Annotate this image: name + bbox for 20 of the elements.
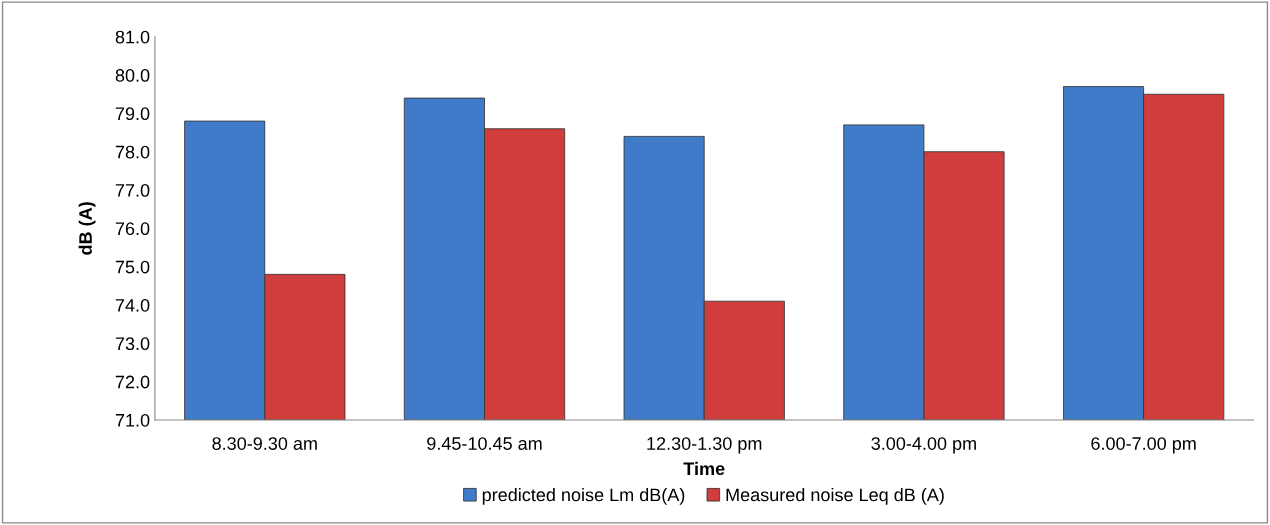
x-tick-label: 8.30-9.30 am bbox=[212, 437, 317, 450]
y-tick-label: 74.0 bbox=[115, 298, 150, 312]
y-axis-title: dB (A) bbox=[78, 202, 96, 255]
y-tick-label: 81.0 bbox=[115, 30, 150, 44]
x-axis-title: Time bbox=[683, 461, 725, 476]
y-tick-label: 76.0 bbox=[115, 222, 150, 236]
y-tick-label: 79.0 bbox=[115, 107, 150, 121]
y-tick-label: 80.0 bbox=[115, 69, 150, 82]
y-tick-label: 78.0 bbox=[115, 145, 150, 159]
x-tick-label: 9.45-10.45 am bbox=[427, 437, 542, 450]
x-tick-label: 3.00-4.00 pm bbox=[871, 437, 976, 454]
y-tick-label: 73.0 bbox=[115, 337, 150, 351]
legend-label: Measured noise Leq dB (A) bbox=[726, 487, 944, 505]
y-tick-label: 71.0 bbox=[115, 413, 150, 427]
y-tick-label: 72.0 bbox=[115, 375, 150, 389]
x-tick-label: 6.00-7.00 pm bbox=[1091, 437, 1196, 454]
y-tick-label: 77.0 bbox=[115, 183, 150, 197]
x-tick-label: 12.30-1.30 pm bbox=[647, 437, 762, 454]
y-tick-label: 75.0 bbox=[115, 260, 150, 274]
legend-label: predicted noise Lm dB(A) bbox=[482, 487, 685, 505]
